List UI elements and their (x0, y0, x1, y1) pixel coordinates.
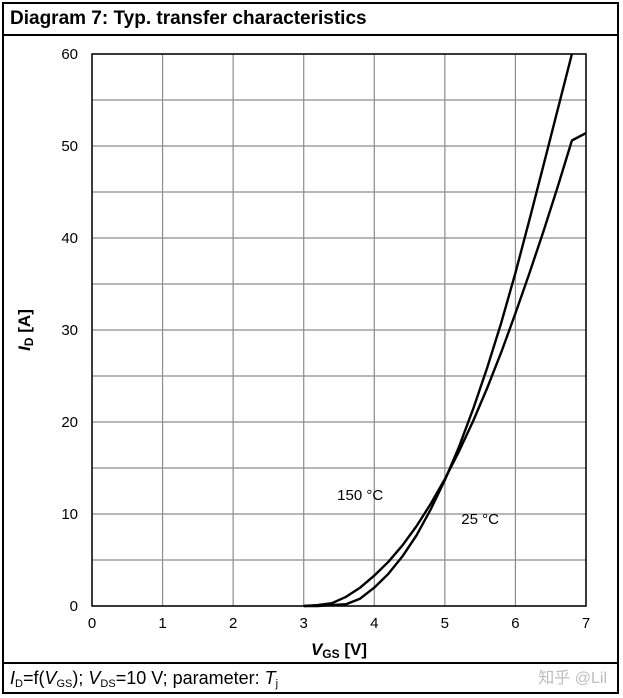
footer-tj-symbol: T (264, 668, 276, 688)
footer-vds-symbol: V (88, 668, 101, 688)
footer-eq2: =10 V; parameter: (115, 668, 265, 688)
plot-border (91, 53, 587, 607)
diagram-footer: ID=f(VGS); VDS=10 V; parameter: Tj (4, 662, 617, 692)
annotations: 150 °C 25 °C (337, 487, 499, 528)
y-axis-label-unit: [A] (15, 309, 34, 337)
y-tick-label: 10 (61, 506, 78, 523)
y-tick-label: 40 (61, 230, 78, 247)
y-tick-labels: 0 10 20 30 40 50 60 (61, 46, 78, 615)
x-axis-label: VGS [V] (311, 640, 367, 660)
series-annotation: 150 °C (337, 487, 383, 504)
y-axis-label-sub: D (22, 337, 36, 346)
transfer-chart: 0 1 2 3 4 5 6 7 0 10 20 30 40 50 60 150 °C 25 °C VGS [… (15, 46, 590, 660)
x-tick-label: 2 (229, 615, 237, 632)
x-tick-label: 3 (300, 615, 308, 632)
x-tick-label: 7 (582, 615, 590, 632)
y-tick-label: 20 (61, 414, 78, 431)
y-axis-label-main: I (15, 345, 34, 351)
footer-sep: ); (72, 668, 89, 688)
x-tick-labels: 0 1 2 3 4 5 6 7 (88, 615, 590, 632)
footer-tj-sub: j (275, 678, 279, 690)
x-axis-label-unit: [V] (340, 640, 367, 659)
x-tick-label: 0 (88, 615, 96, 632)
footer-eq1: =f( (22, 668, 45, 688)
series-annotation: 25 °C (461, 511, 499, 528)
diagram-title: Diagram 7: Typ. transfer characteristics (4, 4, 617, 36)
x-axis-label-sub: GS (322, 647, 339, 660)
watermark: 知乎 @Lil (538, 670, 607, 687)
x-axis-label-main: V (311, 640, 324, 659)
y-tick-label: 0 (70, 598, 78, 615)
footer-id-symbol: I (10, 668, 16, 688)
x-tick-label: 5 (441, 615, 449, 632)
footer-id-sub: D (15, 678, 23, 690)
y-tick-label: 30 (61, 322, 78, 339)
y-axis-label: ID [A] (15, 309, 36, 351)
y-tick-label: 50 (61, 138, 78, 155)
footer-vgs-sub: GS (56, 678, 73, 690)
y-tick-label: 60 (61, 46, 78, 63)
x-tick-label: 1 (158, 615, 166, 632)
series-lines (303, 53, 587, 608)
footer-vds-sub: DS (100, 678, 116, 690)
x-tick-label: 4 (370, 615, 378, 632)
x-tick-label: 6 (511, 615, 519, 632)
series-line (303, 132, 587, 608)
footer-vgs-symbol: V (44, 668, 57, 688)
series-line (303, 53, 574, 608)
